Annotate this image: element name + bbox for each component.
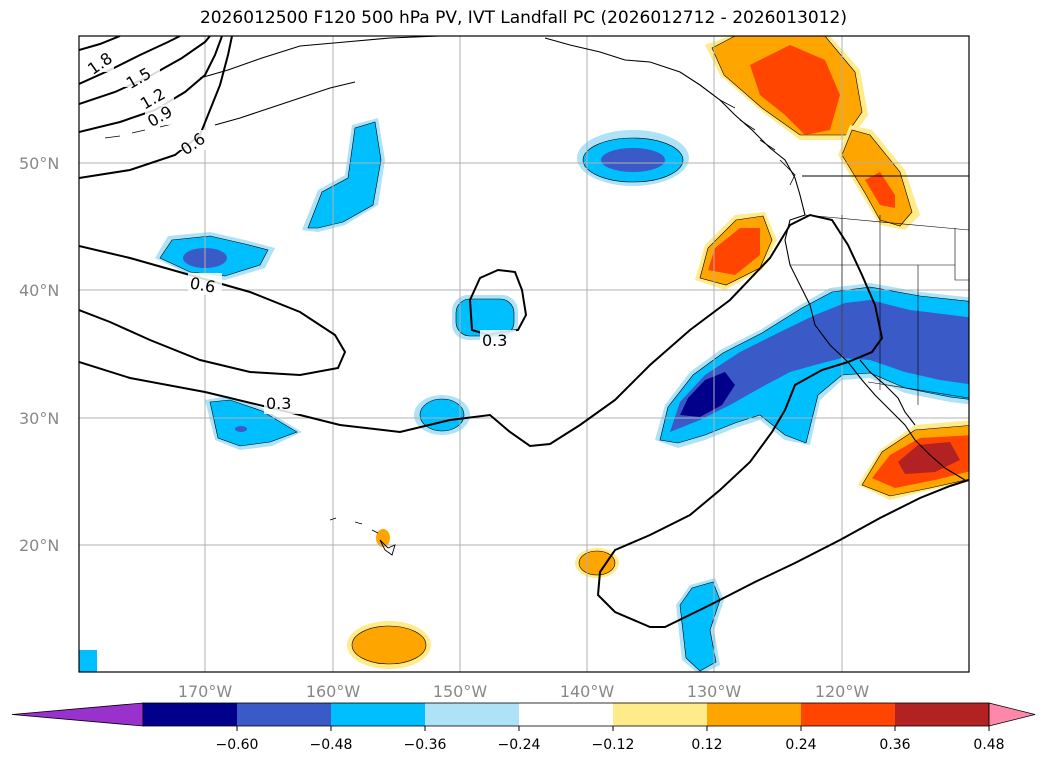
contour-label-halos (84, 50, 516, 414)
colorbar-tick-label: 0.36 (879, 737, 910, 753)
colorbar-tick-label: 0.12 (691, 737, 722, 753)
colorbar-segment (425, 703, 520, 726)
blue-band-mid (670, 300, 969, 432)
contour-1.2 (79, 36, 211, 105)
hawaii-islands (329, 517, 396, 556)
canada-islands (719, 99, 796, 186)
lon-label: 130°W (687, 682, 742, 701)
coastlines (104, 36, 969, 556)
blue-blob-slanted (307, 121, 382, 229)
warm-blob-hawaii (351, 625, 427, 665)
contour-1.8 (79, 36, 121, 51)
colorbar-tick-label: −0.60 (216, 737, 259, 753)
blue-blob-gulf-core (601, 148, 665, 172)
lon-label: 140°W (560, 682, 615, 701)
colorbar-segment (331, 703, 426, 726)
colorbar: −0.60 −0.48 −0.36 −0.24 −0.12 0.12 0.24 0.36 0.4… (11, 702, 1036, 753)
map-title: 2026012500 F120 500 hPa PV, IVT Landfall… (199, 8, 847, 28)
lon-label: 150°W (433, 682, 488, 701)
alaska-coast (199, 36, 966, 481)
ivt-negative-regions (79, 118, 969, 672)
blue-band-core (680, 372, 735, 417)
warm-blob-wa-core (865, 172, 895, 208)
contour-labels: 1.8 1.5 1.2 0.9 0.6 0.6 0.3 0.3 (84, 49, 507, 413)
warm-blob-mexico-core (898, 442, 960, 474)
colorbar-tick-label: 0.24 (785, 737, 816, 753)
contour-label: 0.6 (188, 274, 216, 297)
gridlines (79, 36, 969, 672)
hawaii-island-shade (376, 529, 390, 547)
ivt-positive-regions (347, 36, 969, 669)
colorbar-segment (519, 703, 614, 726)
colorbar-segments (11, 702, 1036, 727)
colorbar-tick-label: −0.36 (404, 737, 447, 753)
colorbar-tick-label: −0.48 (310, 737, 353, 753)
warm-blob-coast-core (708, 228, 760, 275)
colorbar-tick-label: −0.24 (498, 737, 541, 753)
blue-blob-sw (209, 399, 298, 447)
blue-blob-corner (79, 650, 97, 672)
lat-label: 30°N (19, 409, 59, 428)
contour-1.5 (79, 36, 181, 85)
contour-0.9 (79, 36, 223, 133)
blue-blob-small (419, 398, 465, 432)
lon-labels: 170°W 160°W 150°W 140°W 130°W 120°W (178, 682, 870, 701)
colorbar-extend-low (11, 702, 144, 727)
contour-label: 0.3 (266, 394, 291, 413)
blue-blob-sw-core (235, 426, 247, 432)
lon-label: 160°W (306, 682, 361, 701)
colorbar-ticks: −0.60 −0.48 −0.36 −0.24 −0.12 0.12 0.24 0.36 0.4… (216, 726, 1005, 753)
lat-labels: 50°N 40°N 30°N 20°N (19, 154, 59, 555)
lat-label: 20°N (19, 536, 59, 555)
us-state-lines (790, 214, 969, 405)
baja-coast (859, 359, 916, 426)
colorbar-segment (707, 703, 802, 726)
lat-label: 40°N (19, 281, 59, 300)
colorbar-tick-label: 0.48 (973, 737, 1004, 753)
colorbar-segment (895, 703, 990, 726)
contour-0.6-north (79, 36, 233, 179)
colorbar-segment (237, 703, 332, 726)
lat-label: 50°N (19, 154, 59, 173)
map-area (79, 36, 969, 672)
warm-blob-small (578, 550, 616, 576)
colorbar-segment (801, 703, 896, 726)
contour-0.3-main (79, 213, 969, 628)
mexico-border (867, 381, 969, 399)
colorbar-segment (613, 703, 708, 726)
colorbar-extend-high (988, 702, 1036, 727)
colorbar-segment (143, 703, 238, 726)
colorbar-tick-label: −0.12 (592, 737, 635, 753)
colorbar-frame (142, 702, 990, 727)
contour-label: 0.3 (482, 331, 507, 350)
warm-blob-bc-core (750, 45, 840, 135)
lon-label: 170°W (178, 682, 233, 701)
map-frame (78, 35, 970, 673)
lon-label: 120°W (815, 682, 870, 701)
